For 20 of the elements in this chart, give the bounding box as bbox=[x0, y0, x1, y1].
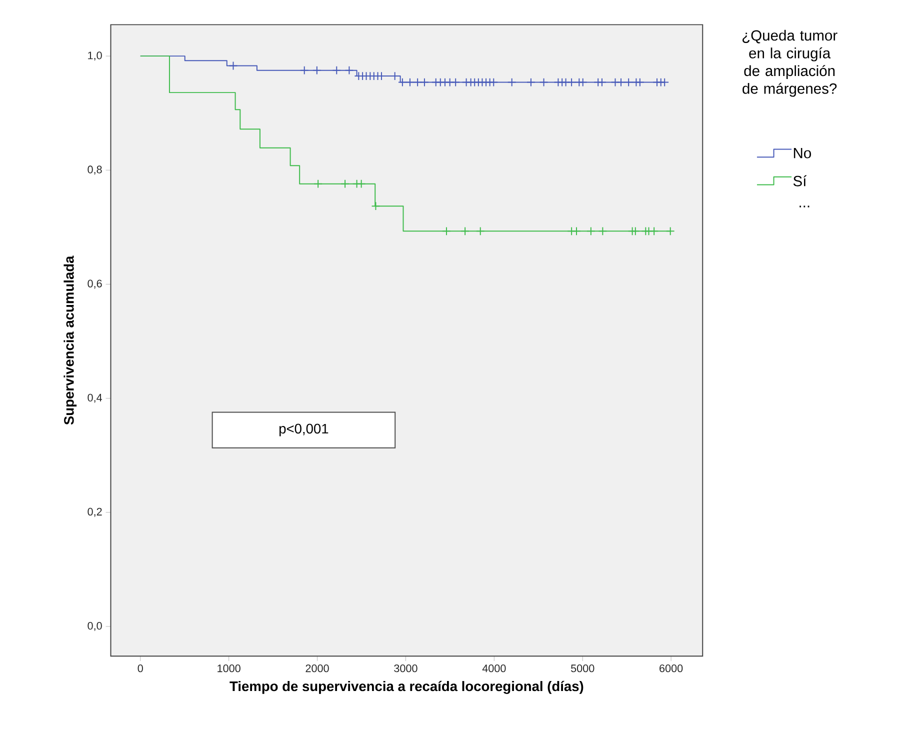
annotation: p<0,001 bbox=[280, 424, 328, 436]
y-tick-label: 0,2 bbox=[88, 508, 102, 517]
legend-label: No bbox=[794, 148, 812, 158]
y-tick-label: 0,0 bbox=[88, 622, 102, 631]
legend-label: Sí bbox=[793, 175, 807, 186]
y-tick-label: 0,8 bbox=[88, 166, 102, 175]
x-tick-label: 3000 bbox=[394, 664, 418, 672]
y-tick-label: 0,4 bbox=[88, 394, 102, 403]
x-tick-label: 1000 bbox=[218, 664, 240, 672]
x-axis-title: Tiempo de supervivencia a recaída locoregional (días) bbox=[230, 680, 584, 694]
x-tick-label: 2000 bbox=[306, 664, 329, 672]
y-axis-title: Supervivencia acumulada bbox=[64, 256, 77, 425]
x-tick-label: 5000 bbox=[570, 664, 594, 672]
x-tick-label: 4000 bbox=[482, 664, 506, 672]
x-tick-label: 0 bbox=[138, 664, 143, 672]
y-tick-label: 1,0 bbox=[88, 52, 102, 60]
text: ... bbox=[800, 206, 810, 208]
x-tick-label: 6000 bbox=[660, 664, 683, 672]
legend-title: ¿Queda tumor en la cirugía de ampliación de márgenes? bbox=[742, 30, 838, 97]
y-tick-label: 0,6 bbox=[88, 280, 102, 289]
